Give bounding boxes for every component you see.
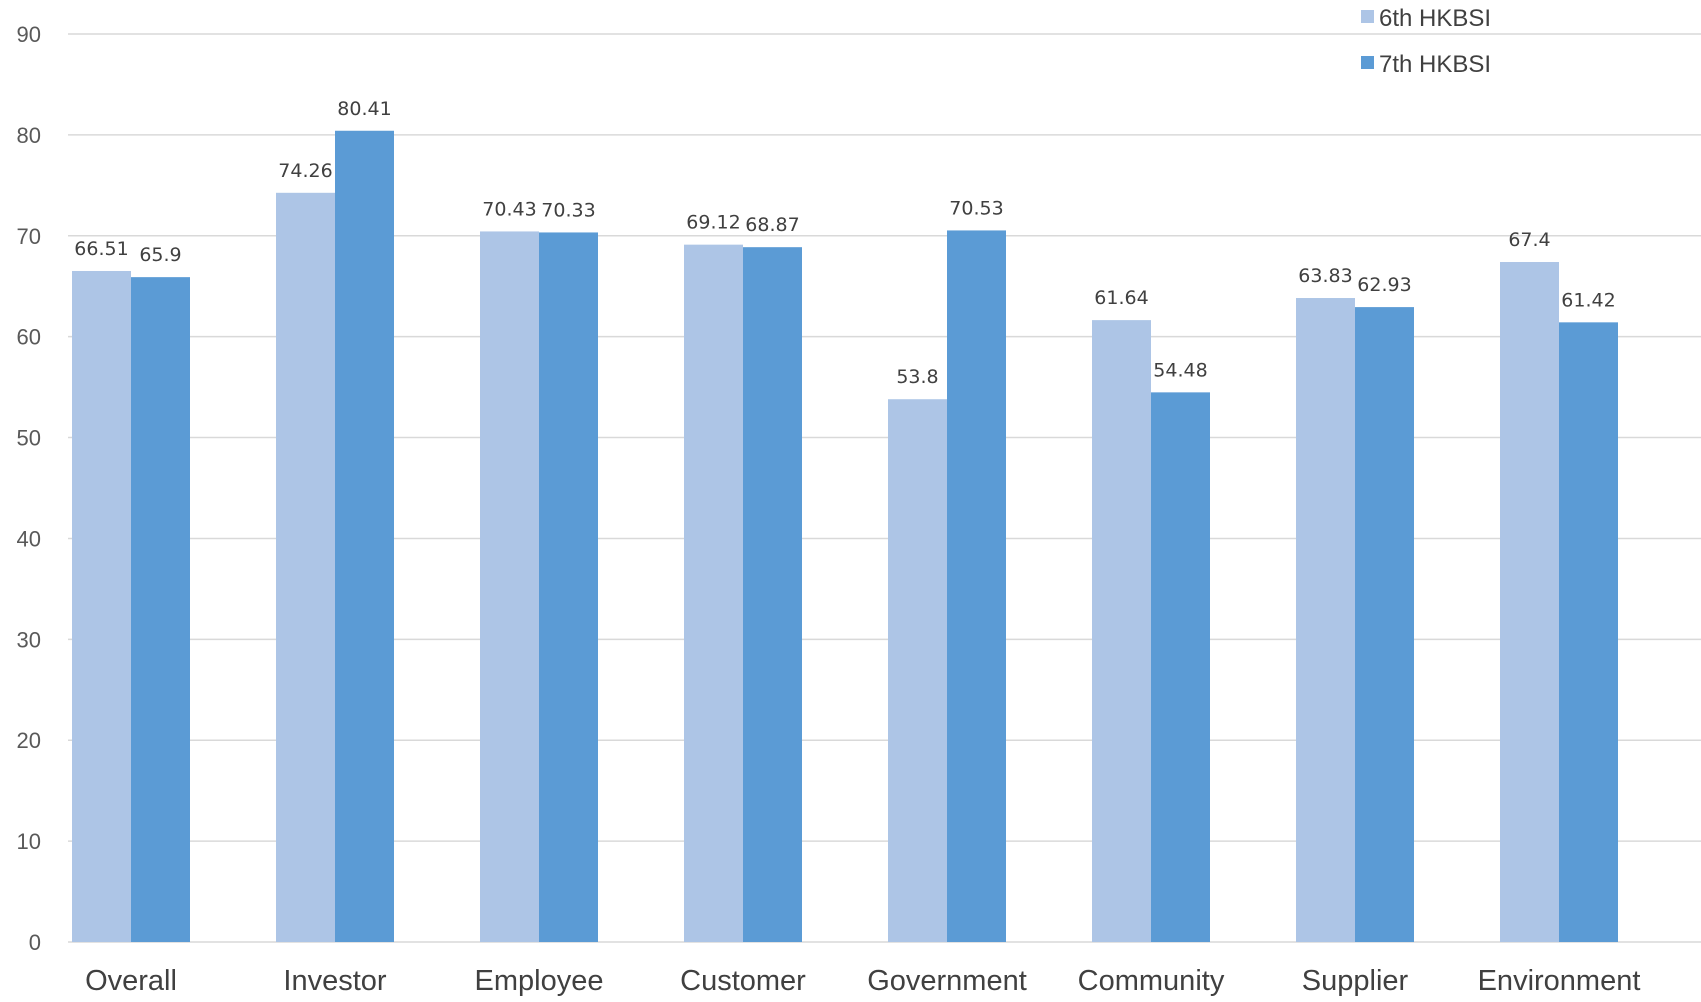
data-label: 61.42 bbox=[1561, 289, 1615, 311]
data-label: 69.12 bbox=[686, 212, 740, 234]
x-axis-categories: Overall Investor Employee Customer Governmen… bbox=[85, 965, 1640, 997]
bars bbox=[72, 130, 1618, 943]
data-label: 53.8 bbox=[896, 366, 938, 388]
bar-7th-community bbox=[1151, 392, 1210, 943]
x-category-label: Employee bbox=[475, 965, 604, 997]
bar-6th-investor bbox=[276, 192, 335, 942]
y-tick-label: 80 bbox=[17, 123, 41, 148]
bar-7th-environment bbox=[1559, 322, 1618, 942]
legend: 6th HKBSI 7th HKBSI bbox=[1361, 5, 1491, 78]
y-axis-ticks: 0 10 20 30 40 50 60 70 80 90 bbox=[17, 22, 41, 955]
x-category-label: Investor bbox=[283, 965, 386, 997]
y-tick-label: 60 bbox=[17, 325, 41, 350]
bar-7th-overall bbox=[131, 277, 190, 942]
y-tick-label: 40 bbox=[17, 526, 41, 551]
data-labels: 66.51 65.9 74.26 80.41 70.43 70.33 69.12 68.87 5… bbox=[74, 98, 1615, 388]
y-tick-label: 0 bbox=[29, 930, 41, 955]
bar-6th-customer bbox=[684, 244, 743, 942]
data-label: 63.83 bbox=[1298, 265, 1352, 287]
data-label: 65.9 bbox=[139, 244, 181, 266]
y-tick-label: 20 bbox=[17, 728, 41, 753]
bar-6th-supplier bbox=[1296, 298, 1355, 942]
bar-6th-overall bbox=[72, 270, 131, 942]
legend-label: 6th HKBSI bbox=[1379, 5, 1491, 32]
data-label: 66.51 bbox=[74, 238, 128, 260]
y-tick-label: 10 bbox=[17, 829, 41, 854]
bar-6th-environment bbox=[1500, 262, 1559, 942]
data-label: 74.26 bbox=[278, 160, 332, 182]
x-category-label: Customer bbox=[680, 965, 806, 997]
bar-6th-employee bbox=[480, 231, 539, 942]
x-category-label: Government bbox=[867, 965, 1027, 997]
x-category-label: Supplier bbox=[1302, 965, 1409, 997]
data-label: 68.87 bbox=[745, 214, 799, 236]
bar-7th-supplier bbox=[1355, 307, 1414, 943]
legend-swatch bbox=[1361, 56, 1374, 69]
data-label: 70.33 bbox=[541, 199, 595, 221]
data-label: 54.48 bbox=[1153, 359, 1207, 381]
x-category-label: Overall bbox=[85, 965, 177, 997]
legend-swatch bbox=[1361, 10, 1374, 23]
x-category-label: Environment bbox=[1478, 965, 1641, 997]
data-label: 80.41 bbox=[337, 98, 391, 120]
y-tick-label: 70 bbox=[17, 224, 41, 249]
legend-label: 7th HKBSI bbox=[1379, 51, 1491, 78]
data-label: 67.4 bbox=[1508, 229, 1550, 251]
y-tick-label: 90 bbox=[17, 22, 41, 47]
bar-7th-customer bbox=[743, 247, 802, 942]
data-label: 62.93 bbox=[1357, 274, 1411, 296]
bar-6th-government bbox=[888, 399, 947, 942]
bar-7th-government bbox=[947, 230, 1006, 942]
data-label: 61.64 bbox=[1094, 287, 1148, 309]
bar-6th-community bbox=[1092, 320, 1151, 943]
data-label: 70.53 bbox=[949, 197, 1003, 219]
y-tick-label: 30 bbox=[17, 627, 41, 652]
y-tick-label: 50 bbox=[17, 426, 41, 451]
x-category-label: Community bbox=[1078, 965, 1225, 997]
bar-7th-investor bbox=[335, 130, 394, 942]
data-label: 70.43 bbox=[482, 198, 536, 220]
bar-7th-employee bbox=[539, 232, 598, 943]
